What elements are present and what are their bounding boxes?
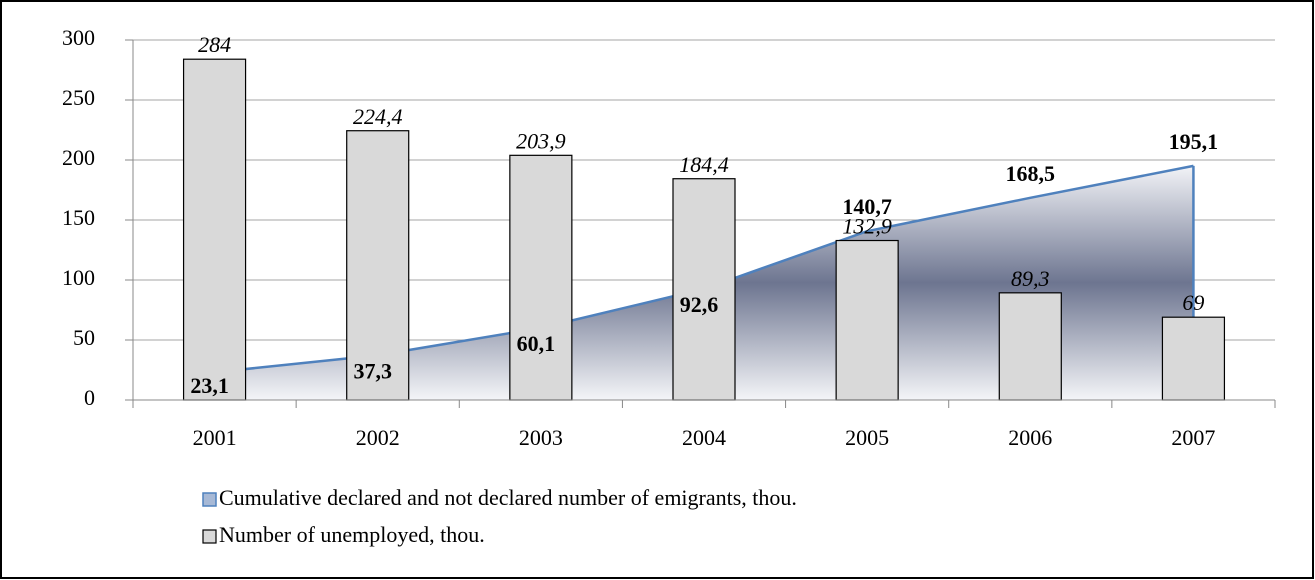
data-label: 203,9 [516, 128, 566, 153]
data-label: 89,3 [1011, 266, 1050, 291]
legend-label: Cumulative declared and not declared num… [219, 485, 797, 510]
data-label: 184,4 [679, 152, 729, 177]
y-tick-label: 100 [62, 265, 95, 290]
data-label: 132,9 [842, 214, 892, 239]
bar [672, 178, 736, 401]
y-tick-label: 150 [62, 205, 95, 230]
x-tick-label: 2002 [356, 425, 400, 450]
bar [835, 239, 899, 401]
legend-label: Number of unemployed, thou. [219, 522, 485, 547]
data-label: 23,1 [190, 373, 229, 398]
y-tick-label: 300 [62, 25, 95, 50]
x-tick-label: 2001 [193, 425, 237, 450]
legend-marker [202, 492, 217, 507]
x-tick-label: 2004 [682, 425, 726, 450]
y-tick-label: 0 [84, 385, 95, 410]
y-tick-label: 250 [62, 85, 95, 110]
data-label: 195,1 [1169, 129, 1219, 154]
bar [998, 292, 1062, 401]
y-tick-label: 50 [73, 325, 95, 350]
y-tick-label: 200 [62, 145, 95, 170]
data-label: 60,1 [517, 331, 556, 356]
data-label: 69 [1182, 290, 1204, 315]
x-tick-label: 2003 [519, 425, 563, 450]
data-label: 284 [198, 32, 231, 57]
data-label: 224,4 [353, 104, 403, 129]
area [214, 165, 1194, 400]
x-tick-label: 2005 [845, 425, 889, 450]
x-tick-label: 2006 [1008, 425, 1052, 450]
bar [1161, 316, 1226, 401]
legend-marker [202, 529, 217, 544]
data-label: 168,5 [1006, 161, 1056, 186]
data-label: 37,3 [353, 358, 392, 383]
bar [509, 154, 573, 401]
data-label: 140,7 [842, 194, 892, 219]
x-tick-label: 2007 [1171, 425, 1215, 450]
data-label: 92,6 [680, 292, 719, 317]
bar [182, 58, 247, 401]
